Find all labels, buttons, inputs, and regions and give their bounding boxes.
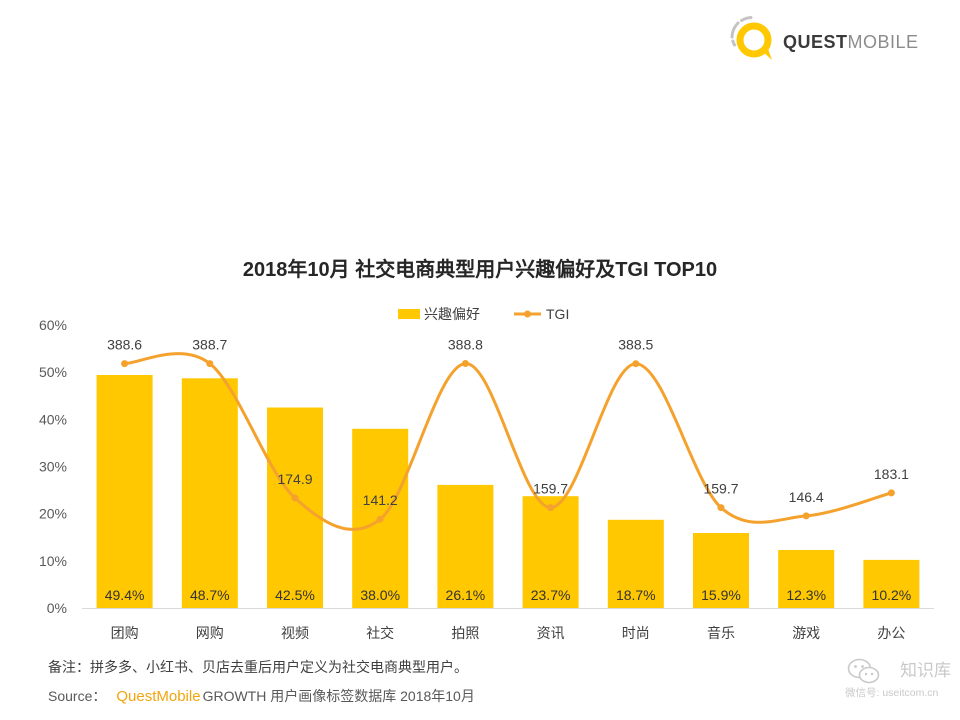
bar-5 [437, 484, 494, 608]
tgi-point-8 [717, 504, 725, 512]
tgi-series [121, 352, 895, 531]
source-text: GROWTH 用户画像标签数据库 2018年10月 [202, 688, 475, 704]
y-tick-label: 30% [39, 459, 67, 475]
x-tick-label: 视频 [281, 625, 309, 641]
tgi-point-4 [376, 515, 384, 523]
x-tick-label: 社交 [366, 625, 394, 641]
x-tick-label: 游戏 [792, 625, 820, 641]
x-tick-label: 资讯 [537, 625, 565, 641]
logo-text-bold: QUEST [783, 32, 848, 52]
y-axis: 0% 10% 20% 30% 40% 50% 60% [39, 317, 67, 616]
bar-data-label: 10.2% [872, 587, 912, 603]
bar-6 [522, 496, 579, 608]
tgi-point-6 [547, 504, 555, 512]
watermark-account: 知识库 [900, 661, 951, 680]
bar-data-label: 42.5% [275, 587, 315, 603]
tgi-data-label: 388.7 [192, 337, 227, 353]
legend-swatch-bar [398, 309, 420, 319]
bar-7 [607, 519, 664, 608]
legend-swatch-marker [524, 310, 531, 318]
y-tick-label: 60% [39, 317, 67, 333]
watermark-wechat-id: 微信号: useitcom.cn [845, 687, 939, 699]
tgi-point-3 [291, 494, 299, 502]
x-tick-label: 拍照 [451, 625, 479, 641]
tgi-data-label: 159.7 [533, 481, 568, 497]
x-tick-label: 办公 [877, 625, 905, 641]
watermark: 知识库 微信号: useitcom.cn [843, 656, 955, 704]
tgi-data-label: 388.6 [107, 337, 142, 353]
tgi-point-10 [887, 489, 895, 497]
questmobile-logo: QUESTMOBILE [726, 14, 926, 64]
logo-text-light: MOBILE [847, 32, 919, 52]
legend: 兴趣偏好 TGI [398, 306, 569, 322]
bar-data-label: 18.7% [616, 587, 656, 603]
tgi-data-labels: 388.6 388.7 174.9 141.2 388.8 159.7 388.5 159.7… [107, 337, 909, 509]
bar-data-label: 15.9% [701, 587, 741, 603]
chart-title: 2018年10月 社交电商典型用户兴趣偏好及TGI TOP10 [242, 259, 718, 281]
tgi-point-2 [206, 360, 214, 368]
bar-data-label: 49.4% [105, 587, 145, 603]
x-tick-label: 音乐 [707, 625, 735, 641]
bar-series [96, 375, 920, 608]
x-tick-label: 网购 [196, 625, 224, 641]
source-line: Source： QuestMobile GROWTH 用户画像标签数据库 2018年… [48, 686, 475, 707]
source-brand: QuestMobile [116, 688, 201, 705]
y-tick-label: 40% [39, 411, 67, 427]
legend-label-tgi: TGI [546, 306, 569, 322]
x-axis: 团购 网购 视频 社交 拍照 资讯 时尚 音乐 游戏 办公 [82, 608, 934, 641]
y-tick-label: 10% [39, 553, 67, 569]
tgi-point-7 [632, 360, 640, 368]
tgi-line [123, 352, 893, 531]
tgi-data-label: 174.9 [277, 471, 312, 487]
logo-wordmark: QUESTMOBILE [783, 31, 919, 53]
bar-10 [863, 559, 920, 608]
tgi-data-label: 388.5 [618, 337, 653, 353]
wechat-icon [847, 658, 880, 684]
tgi-point-9 [802, 512, 810, 520]
y-tick-label: 50% [39, 364, 67, 380]
x-tick-label: 团购 [111, 625, 139, 641]
tgi-data-label: 183.1 [874, 466, 909, 482]
footnote: 备注：拼多多、小红书、贝店去重后用户定义为社交电商典型用户。 [48, 659, 468, 675]
tgi-data-label: 141.2 [363, 492, 398, 508]
y-tick-label: 0% [47, 600, 67, 616]
bar-data-label: 12.3% [786, 587, 826, 603]
y-tick-label: 20% [39, 506, 67, 522]
bar-8 [693, 533, 749, 608]
bar-9 [778, 550, 835, 608]
bar-data-labels: 49.4% 48.7% 42.5% 38.0% 26.1% 23.7% 18.7% 15.9%… [105, 587, 912, 603]
legend-item-tgi: TGI [514, 306, 569, 322]
source-label: Source： [48, 688, 107, 704]
questmobile-logo-icon [730, 16, 772, 60]
x-tick-label: 时尚 [622, 625, 650, 641]
bar-1 [96, 375, 153, 608]
tgi-data-label: 146.4 [789, 489, 824, 505]
bar-data-label: 38.0% [360, 587, 400, 603]
bar-data-label: 23.7% [531, 587, 571, 603]
tgi-data-label: 388.8 [448, 337, 483, 353]
bar-data-label: 26.1% [446, 587, 486, 603]
legend-item-interest: 兴趣偏好 [398, 306, 480, 322]
bar-2 [181, 378, 238, 608]
tgi-point-1 [121, 360, 129, 368]
tgi-point-5 [461, 360, 469, 367]
legend-label-interest: 兴趣偏好 [424, 306, 480, 322]
tgi-data-label: 159.7 [703, 481, 738, 497]
bar-3 [267, 407, 323, 608]
bar-data-label: 48.7% [190, 587, 230, 603]
